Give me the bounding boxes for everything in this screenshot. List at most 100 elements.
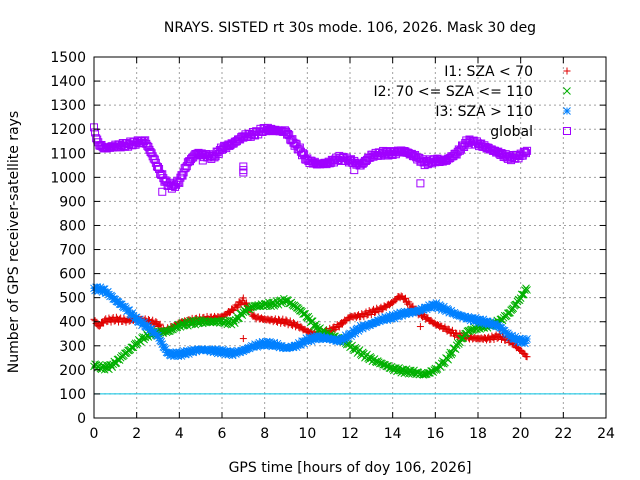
data-point	[239, 308, 248, 316]
y-tick-label: 1400	[50, 74, 86, 90]
data-point	[225, 309, 233, 317]
data-point	[458, 334, 466, 343]
outlier-point	[239, 335, 247, 343]
data-point	[156, 320, 164, 328]
x-tick-label: 20	[512, 426, 530, 442]
axis-ticks: 0 2 4 6 8 10 12 14 16 18 20 22 240100200300400500600…	[50, 50, 615, 442]
x-tick-label: 18	[469, 426, 487, 442]
data-point	[115, 318, 123, 326]
x-tick-label: 6	[218, 426, 227, 442]
legend-marker	[563, 127, 571, 135]
legend-marker	[563, 87, 571, 95]
data-point	[523, 335, 531, 343]
y-tick-label: 1000	[50, 170, 86, 186]
data-point	[401, 294, 409, 302]
data-point	[229, 316, 238, 325]
y-tick-label: 0	[77, 411, 86, 427]
data-point	[454, 340, 463, 348]
data-point	[363, 311, 371, 319]
y-tick-label: 900	[59, 194, 86, 210]
data-point	[243, 299, 251, 307]
data-point	[520, 290, 528, 299]
data-point	[360, 313, 368, 321]
data-point	[521, 286, 529, 294]
data-point	[95, 322, 103, 330]
x-tick-label: 14	[384, 426, 402, 442]
data-point	[286, 317, 294, 325]
data-point	[233, 303, 241, 311]
data-point	[149, 154, 158, 163]
data-point	[445, 351, 454, 360]
data-point	[279, 315, 287, 323]
y-tick-label: 500	[59, 291, 86, 307]
data-point	[523, 286, 531, 294]
outlier-point	[158, 187, 167, 196]
outlier-point	[350, 166, 359, 175]
data-point	[335, 323, 343, 331]
y-tick-label: 1300	[50, 98, 86, 114]
data-point	[378, 306, 386, 314]
y-tick-label: 700	[59, 243, 86, 259]
x-tick-label: 16	[426, 426, 444, 442]
outlier-point	[198, 156, 207, 165]
data-point	[100, 319, 108, 327]
data-point	[224, 318, 233, 327]
y-tick-label: 200	[59, 363, 86, 379]
data-point	[140, 335, 148, 344]
x-tick-label: 2	[132, 426, 141, 442]
data-point	[234, 314, 242, 323]
series-global	[90, 123, 532, 196]
data-point	[152, 318, 160, 326]
legend-marker	[563, 107, 571, 115]
data-point	[107, 318, 115, 326]
x-tick-label: 8	[260, 426, 269, 442]
series-layer	[90, 123, 532, 379]
legend: I1: SZA < 70 I2: 70 <= SZA <= 110 I3: SZA …	[373, 64, 571, 140]
data-point	[490, 336, 498, 344]
data-point	[218, 316, 226, 325]
data-point	[444, 355, 452, 364]
y-tick-label: 1500	[50, 50, 86, 66]
x-tick-label: 10	[298, 426, 316, 442]
y-tick-label: 1200	[50, 122, 86, 138]
series-i1-sza-70	[90, 292, 531, 361]
legend-label: global	[490, 124, 533, 140]
data-point	[506, 308, 514, 317]
data-point	[105, 365, 113, 374]
outlier-point	[416, 323, 424, 331]
y-tick-label: 1100	[50, 146, 86, 162]
y-tick-label: 300	[59, 339, 86, 355]
data-point	[307, 317, 316, 325]
data-point	[371, 309, 379, 317]
y-tick-label: 800	[59, 218, 86, 234]
y-tick-label: 100	[59, 387, 86, 403]
legend-label: I1: SZA < 70	[444, 64, 533, 80]
data-point	[105, 314, 113, 322]
data-point	[149, 316, 157, 324]
data-point	[522, 149, 530, 158]
y-tick-label: 400	[59, 315, 86, 331]
y-tick-label: 600	[59, 267, 86, 283]
data-point	[512, 300, 521, 309]
x-tick-label: 22	[554, 426, 572, 442]
outlier-point	[239, 168, 248, 177]
legend-marker	[563, 67, 571, 75]
legend-label: I3: SZA > 110	[435, 104, 533, 120]
data-point	[523, 146, 532, 155]
data-point	[523, 353, 531, 361]
data-point	[517, 290, 526, 299]
data-point	[520, 147, 529, 156]
y-axis-label: Number of GPS receiver-satellite rays	[6, 111, 22, 373]
outlier-point	[416, 179, 425, 188]
data-point	[310, 322, 319, 331]
x-tick-label: 0	[90, 426, 99, 442]
data-point	[239, 294, 247, 302]
data-point	[120, 314, 128, 322]
x-tick-label: 12	[341, 426, 359, 442]
series-i3-sza-110	[90, 283, 531, 361]
legend-label: I2: 70 <= SZA <= 110	[373, 84, 533, 100]
data-point	[282, 316, 290, 324]
x-tick-label: 4	[175, 426, 184, 442]
